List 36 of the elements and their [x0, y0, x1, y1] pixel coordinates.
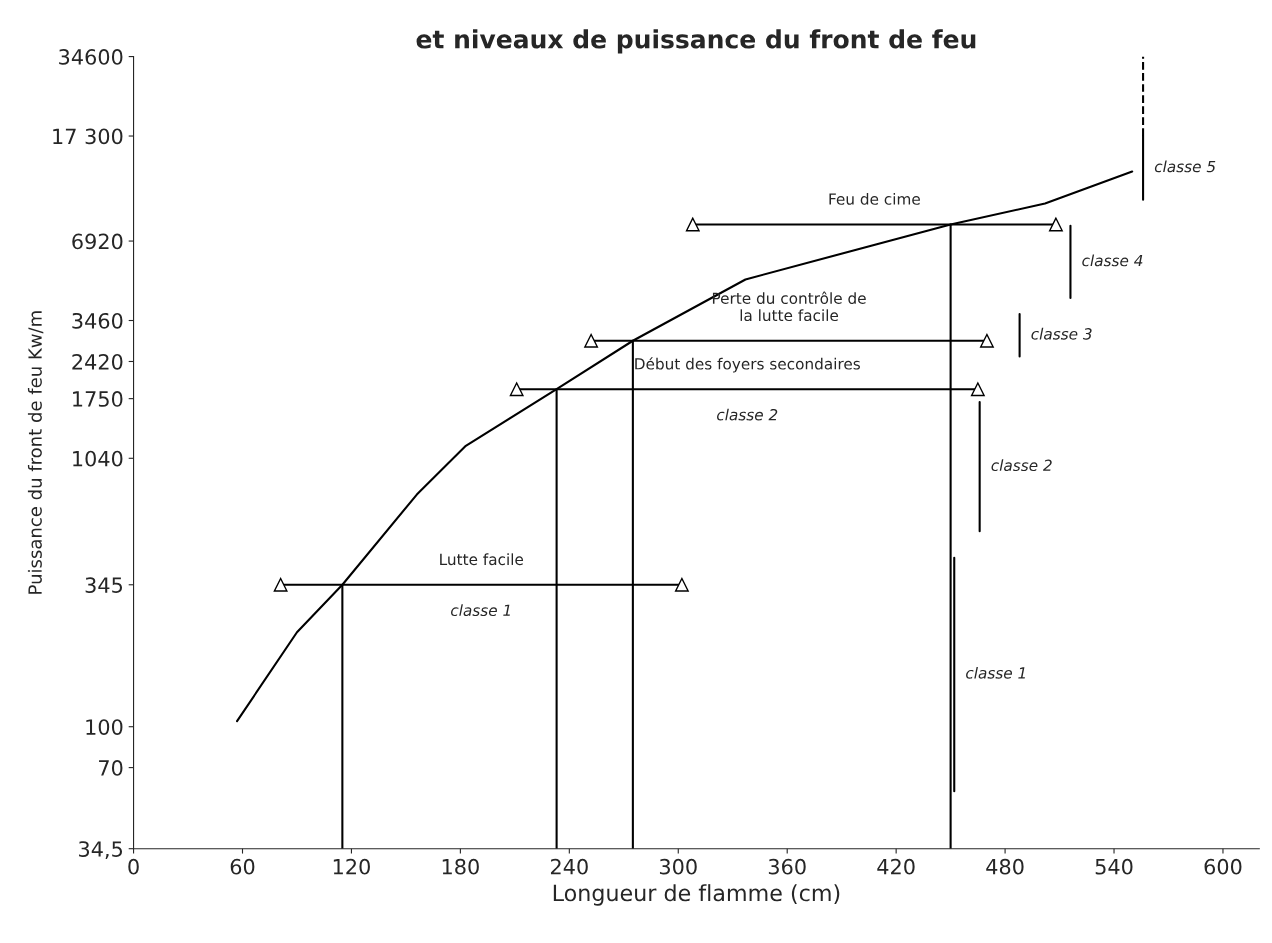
x-tick-label: 180 [442, 858, 479, 875]
x-tick-label: 540 [1095, 858, 1133, 875]
chart-title: et niveaux de puissance du front de feu [416, 29, 976, 54]
y-tick-label: 70 [99, 760, 123, 776]
annotation: classe 5 [1154, 160, 1216, 173]
y-tick-label: 17 300 [53, 128, 123, 145]
annotation: classe 2 [991, 459, 1052, 472]
x-tick-label: 360 [768, 858, 806, 875]
annotation: classe 1 [966, 666, 1025, 679]
x-tick-label: 0 [128, 858, 139, 875]
y-axis-title: Puissance du front de feu Kw/m [27, 311, 44, 594]
y-tick-label: 34600 [59, 49, 123, 65]
x-tick-label: 240 [550, 858, 588, 875]
annotation: classe 1 [451, 604, 510, 617]
annotation: classe 4 [1082, 254, 1143, 267]
y-tick-label: 100 [86, 719, 123, 735]
y-tick-label: 6920 [72, 233, 123, 250]
annotation: Feu de cime [829, 192, 920, 205]
x-tick-label: 60 [230, 858, 255, 875]
y-tick-label: 34,5 [79, 841, 123, 860]
annotation: Début des foyers secondaires [635, 357, 860, 373]
y-tick-label: 345 [85, 577, 123, 593]
annotation: Perte du contrôle de la lutte facile [712, 291, 866, 322]
x-tick-label: 300 [659, 858, 697, 875]
x-tick-label: 480 [986, 858, 1024, 875]
y-tick-label: 1040 [73, 450, 123, 467]
x-axis-title: Longueur de flamme (cm) [553, 884, 840, 906]
annotation: Lutte facile [440, 553, 524, 566]
y-tick-label: 3460 [72, 312, 123, 329]
x-tick-label: 600 [1204, 858, 1242, 875]
x-tick-label: 120 [333, 858, 370, 875]
y-tick-label: 2420 [72, 353, 123, 370]
annotation: classe 3 [1031, 327, 1092, 340]
y-tick-label: 1750 [73, 391, 123, 407]
annotation: classe 2 [717, 408, 778, 421]
x-tick-label: 420 [877, 858, 915, 875]
